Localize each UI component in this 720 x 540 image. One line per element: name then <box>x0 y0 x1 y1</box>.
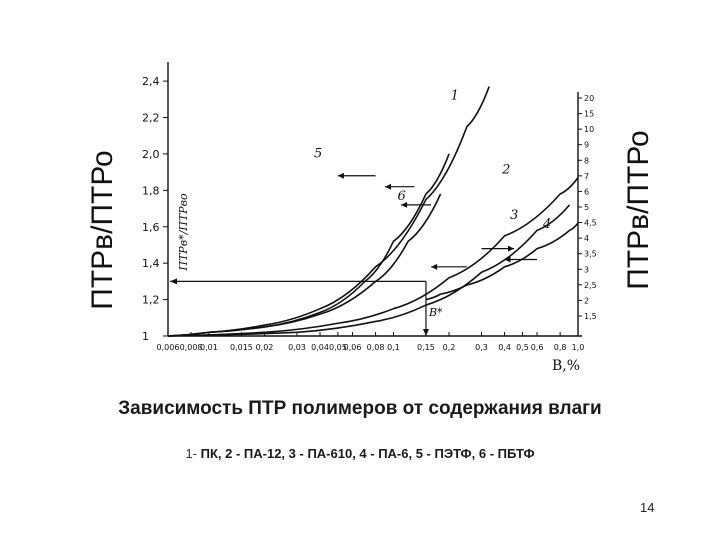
y-right-tick-label: 15 <box>584 110 594 119</box>
series-6-label: 6 <box>397 189 405 204</box>
y-right-tick-label: 6 <box>584 187 589 196</box>
direction-arrowhead <box>508 245 515 252</box>
series-2-line <box>167 177 579 337</box>
series-4-label: 4 <box>542 217 551 232</box>
direction-arrowhead <box>337 172 344 179</box>
marker-arrowhead-left <box>170 278 177 285</box>
series-3-line <box>167 204 571 337</box>
x-tick-label: 0,03 <box>288 343 306 352</box>
y-right-tick-label: 8 <box>584 156 589 165</box>
x-tick-label: 0,2 <box>443 343 456 352</box>
chart-axes <box>167 62 582 337</box>
y-right-tick-label: 7 <box>584 172 589 181</box>
y-left-tick-label: 1,4 <box>142 257 160 270</box>
series-5-label: 5 <box>314 147 322 162</box>
y-right-tick-label: 1,5 <box>584 312 597 321</box>
y-right-tick-label: 9 <box>584 141 589 150</box>
x-tick-label: 0,006 <box>157 343 180 352</box>
y-right-tick-label: 4,5 <box>584 219 597 228</box>
x-tick-label: 0,8 <box>554 343 567 352</box>
chart-series: 1 2 3 4 5 6 <box>167 86 579 337</box>
y-axis-label-inner: ПТРв*/ПТРво <box>177 193 190 272</box>
legend-prefix: 1- <box>185 446 198 461</box>
slide-title: Зависимость ПТР полимеров от содержания … <box>118 398 602 419</box>
y-right-tick-label: 3 <box>584 265 589 274</box>
series-6-line <box>167 193 442 337</box>
series-3-label: 3 <box>510 208 518 223</box>
direction-arrowhead <box>401 201 408 208</box>
y-axis-label-right: ПТРв/ПТРо <box>622 130 655 289</box>
y-right-tick-label: 10 <box>584 125 594 134</box>
x-axis-label: В,% <box>552 358 580 374</box>
y-left-tick-label: 2,0 <box>142 148 160 161</box>
series-4-line <box>425 222 579 301</box>
y-right-tick-label: 5 <box>584 203 589 212</box>
direction-arrowhead <box>504 256 511 263</box>
x-tick-label: 0,06 <box>344 343 362 352</box>
series-2-label: 2 <box>501 162 510 177</box>
x-tick-label: 0,02 <box>256 343 274 352</box>
y-right-tick-label: 2 <box>584 296 589 305</box>
series-1-label: 1 <box>451 88 459 103</box>
legend-text: ПК, 2 - ПА-12, 3 - ПА-610, 4 - ПА-6, 5 -… <box>197 446 535 461</box>
x-tick-label: 0,15 <box>417 343 435 352</box>
y-right-tick-label: 2,5 <box>584 281 597 290</box>
x-tick-label: 0,04 <box>311 343 329 352</box>
direction-arrowhead <box>431 263 438 270</box>
x-tick-label: 0,1 <box>387 343 400 352</box>
marker-arrowhead-down <box>422 329 429 336</box>
y-left-tick-label: 2,2 <box>142 112 160 125</box>
y-left-tick-label: 1,2 <box>142 294 160 307</box>
x-tick-label: 0,01 <box>200 343 218 352</box>
x-tick-label: 0,08 <box>367 343 385 352</box>
y-left-tick-label: 1 <box>142 330 149 343</box>
y-axis-label-left: ПТРв/ПТРо <box>86 150 119 309</box>
x-tick-label: 1,0 <box>572 343 585 352</box>
direction-arrowhead <box>385 183 392 190</box>
y-left-tick-label: 1,8 <box>142 184 160 197</box>
x-tick-label: 0,05 <box>329 343 347 352</box>
y-right-tick-label: 4 <box>584 234 589 243</box>
x-tick-label: 0,6 <box>531 343 544 352</box>
y-left-tick-label: 1,6 <box>142 221 160 234</box>
y-left-tick-label: 2,4 <box>142 75 160 88</box>
x-tick-label: 0,015 <box>230 343 253 352</box>
y-right-tick-label: 20 <box>584 94 594 103</box>
y-right-tick-label: 3,5 <box>584 250 597 259</box>
page-number: 14 <box>640 500 655 515</box>
series-legend: 1- ПК, 2 - ПА-12, 3 - ПА-610, 4 - ПА-6, … <box>0 446 720 461</box>
chart-annotations: В* <box>170 172 538 336</box>
x-tick-label: 0,3 <box>475 343 488 352</box>
x-tick-label: 0,5 <box>516 343 529 352</box>
x-tick-label: 0,4 <box>498 343 511 352</box>
marker-label: В* <box>428 306 443 319</box>
x-tick-label: 0,008 <box>180 343 203 352</box>
